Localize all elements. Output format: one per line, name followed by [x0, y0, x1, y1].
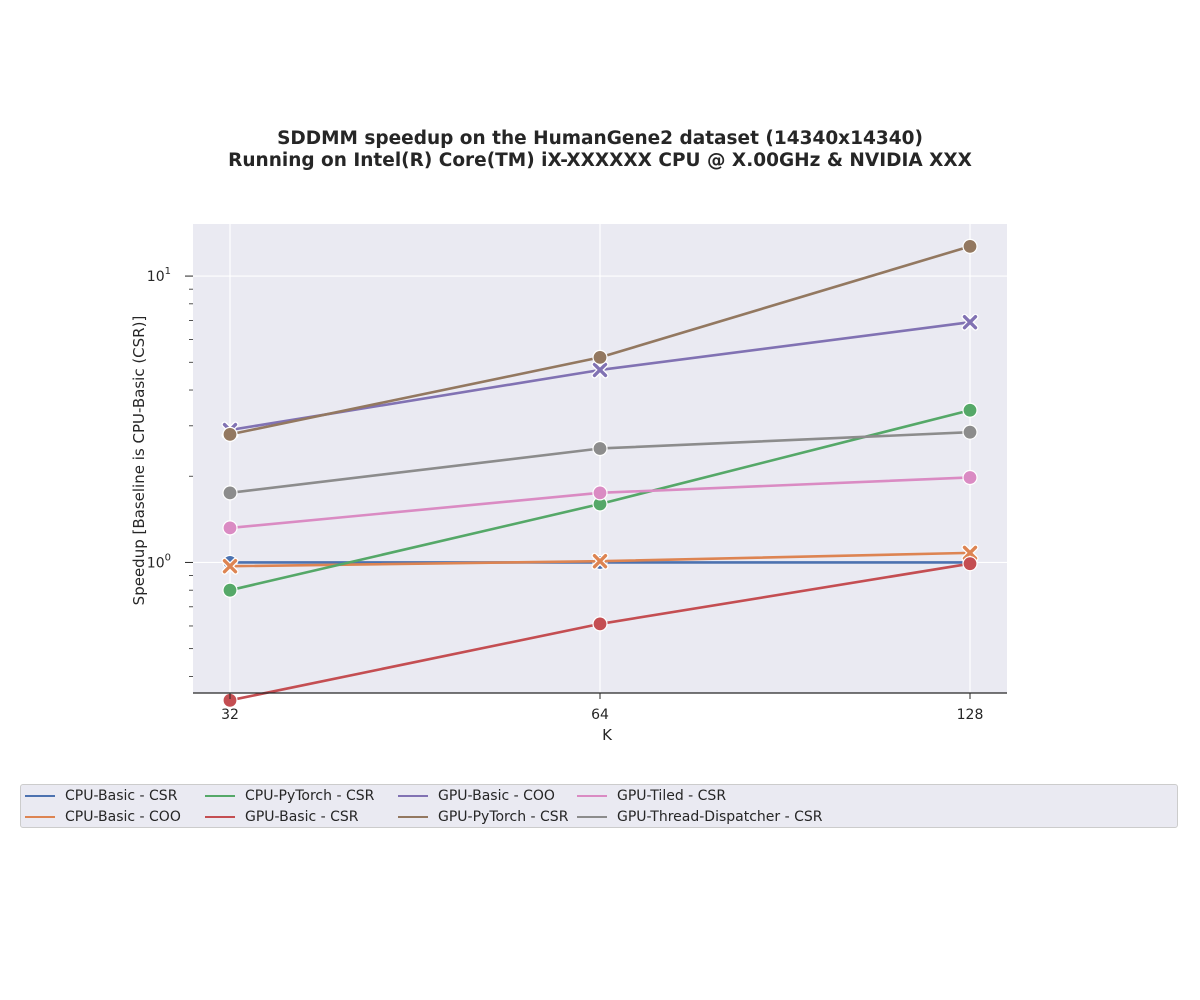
series-4 [222, 556, 978, 708]
series-2 [221, 544, 979, 575]
x-tick-label: 128 [957, 707, 984, 723]
chart-title: SDDMM speedup on the HumanGene2 dataset … [0, 128, 1200, 172]
legend-line-swatch [205, 816, 235, 818]
data-point [222, 559, 238, 574]
legend-item: GPU-Thread-Dispatcher - CSR [577, 807, 823, 827]
data-point [962, 556, 978, 572]
data-point [962, 315, 978, 330]
legend-line-swatch [398, 816, 428, 818]
legend-line-swatch [25, 795, 55, 797]
legend-label: GPU-PyTorch - CSR [438, 809, 569, 825]
legend-item: GPU-PyTorch - CSR [398, 807, 568, 827]
data-point [962, 469, 978, 486]
series-6 [222, 238, 978, 442]
series-8 [222, 424, 978, 501]
data-point [222, 485, 238, 501]
series-group [221, 238, 979, 708]
x-tick-label: 32 [221, 707, 239, 723]
data-point [592, 485, 608, 501]
chart-title-line-2: Running on Intel(R) Core(TM) iX-XXXXXX C… [228, 150, 972, 171]
data-point [222, 426, 238, 442]
y-tick-label: 101 [147, 266, 171, 285]
legend-item: CPU-PyTorch - CSR [205, 786, 374, 806]
legend-line-swatch [577, 795, 607, 797]
legend-line-swatch [398, 795, 428, 797]
legend-item: CPU-Basic - COO [25, 807, 181, 827]
data-point [962, 424, 978, 440]
legend: CPU-Basic - CSR CPU-Basic - COO CPU-PyTorc… [20, 784, 1178, 828]
data-point [592, 440, 608, 457]
legend-line-swatch [25, 816, 55, 818]
data-point [592, 362, 608, 378]
legend-label: CPU-PyTorch - CSR [245, 788, 375, 804]
data-point [962, 238, 978, 254]
x-axis-label: K [602, 726, 613, 744]
legend-label: GPU-Basic - COO [438, 788, 555, 804]
legend-item: GPU-Basic - COO [398, 786, 555, 806]
legend-line-swatch [205, 795, 235, 797]
legend-label: GPU-Tiled - CSR [617, 788, 727, 804]
data-point [222, 520, 238, 536]
x-tick-label: 64 [591, 707, 609, 723]
legend-line-swatch [577, 816, 607, 818]
data-point [222, 582, 238, 598]
legend-item: GPU-Tiled - CSR [577, 786, 726, 806]
series-7 [222, 469, 978, 536]
chart-title-line-1: SDDMM speedup on the HumanGene2 dataset … [277, 128, 923, 149]
legend-label: GPU-Basic - CSR [245, 809, 359, 825]
data-point [592, 616, 608, 632]
data-point [592, 554, 608, 569]
data-point [962, 402, 978, 418]
y-tick-label: 100 [147, 552, 171, 571]
y-axis-label: Speedup [Baseline is CPU-Basic (CSR)] [130, 316, 148, 606]
legend-label: CPU-Basic - COO [65, 809, 181, 825]
legend-item: GPU-Basic - CSR [205, 807, 359, 827]
legend-label: GPU-Thread-Dispatcher - CSR [617, 809, 823, 825]
data-point [592, 349, 608, 365]
data-point [962, 545, 978, 561]
legend-label: CPU-Basic - CSR [65, 788, 178, 804]
legend-item: CPU-Basic - CSR [25, 786, 177, 806]
